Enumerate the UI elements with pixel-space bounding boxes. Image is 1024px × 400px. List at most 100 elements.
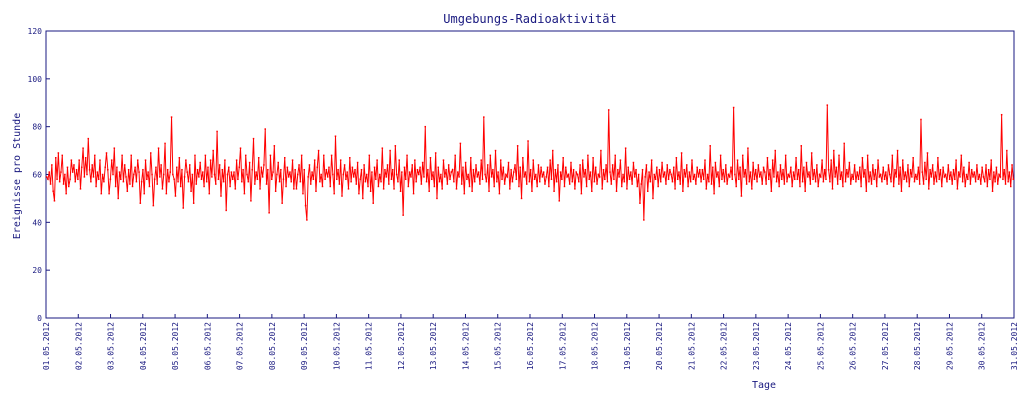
data-point	[999, 176, 1002, 178]
data-point	[152, 204, 155, 207]
data-point	[113, 147, 116, 149]
data-point	[431, 178, 433, 181]
data-point	[117, 197, 119, 200]
data-point	[925, 178, 927, 181]
data-point	[991, 190, 994, 192]
y-tick-label: 120	[28, 27, 43, 36]
data-point	[552, 149, 554, 152]
data-point	[719, 154, 722, 157]
data-point	[336, 178, 338, 181]
data-point	[252, 137, 255, 140]
data-point	[445, 168, 447, 171]
data-point	[294, 168, 296, 171]
data-point	[994, 180, 996, 183]
data-point	[857, 178, 860, 181]
data-point	[541, 176, 544, 178]
data-point	[200, 178, 203, 181]
data-point	[354, 168, 356, 171]
data-point	[731, 178, 734, 181]
series-line	[46, 105, 1014, 220]
data-point	[870, 183, 873, 185]
data-point	[79, 188, 82, 190]
data-point	[196, 168, 199, 171]
data-point	[808, 171, 810, 173]
data-point	[554, 168, 557, 171]
data-point	[247, 180, 250, 183]
x-tick-label: 26.05.2012	[849, 322, 858, 370]
data-point	[812, 178, 814, 181]
data-point	[415, 180, 417, 183]
data-point	[157, 147, 160, 149]
data-point	[69, 178, 71, 181]
data-point	[894, 168, 896, 171]
data-point	[619, 159, 622, 161]
data-point	[165, 192, 168, 195]
data-point	[533, 178, 536, 181]
data-point	[848, 161, 851, 164]
data-point	[47, 178, 49, 181]
data-point	[257, 157, 260, 159]
data-point	[679, 183, 682, 185]
data-point	[693, 173, 696, 176]
data-point	[902, 159, 904, 161]
data-point	[717, 171, 719, 173]
data-point	[58, 180, 61, 183]
data-point	[783, 183, 786, 185]
x-tick-label: 27.05.2012	[881, 322, 890, 370]
data-point	[842, 185, 844, 188]
data-point	[807, 176, 809, 178]
data-point	[948, 178, 951, 181]
data-point	[440, 173, 442, 176]
data-point	[624, 147, 627, 149]
data-point	[656, 166, 658, 169]
data-point	[250, 200, 252, 202]
data-point	[269, 154, 272, 157]
data-point	[485, 180, 488, 183]
data-point	[708, 180, 710, 183]
data-point	[298, 164, 300, 166]
data-point	[385, 176, 387, 178]
data-point	[362, 197, 364, 200]
data-point	[961, 180, 964, 183]
data-point	[160, 164, 162, 166]
data-point	[555, 180, 558, 183]
data-point	[359, 178, 361, 181]
data-point	[153, 178, 156, 181]
data-point	[502, 166, 505, 169]
data-point	[313, 159, 316, 161]
data-point	[297, 173, 299, 176]
data-point	[493, 185, 495, 188]
data-point	[429, 157, 432, 159]
data-point	[248, 161, 251, 164]
data-point	[511, 180, 514, 183]
data-point	[649, 180, 652, 183]
data-point	[978, 173, 981, 176]
data-point	[691, 159, 693, 161]
data-point	[114, 185, 117, 188]
data-point	[412, 192, 415, 195]
data-point	[101, 173, 104, 176]
data-point	[66, 166, 69, 169]
data-point	[293, 188, 295, 190]
data-point	[285, 185, 287, 188]
data-point	[375, 178, 377, 181]
data-point	[769, 168, 771, 171]
y-tick-label: 80	[32, 123, 42, 132]
data-point	[589, 171, 592, 173]
data-point	[752, 161, 754, 164]
x-tick-label: 04.05.2012	[139, 322, 148, 370]
data-point	[532, 159, 534, 161]
data-point	[628, 178, 631, 181]
data-point	[632, 161, 635, 164]
data-point	[583, 176, 585, 178]
data-point	[381, 147, 384, 149]
data-point	[414, 159, 416, 161]
data-point	[221, 168, 224, 171]
data-point	[611, 164, 614, 166]
data-point	[220, 195, 222, 197]
data-point	[709, 145, 711, 147]
data-point	[809, 183, 812, 185]
data-point	[565, 166, 567, 169]
data-point	[225, 209, 227, 212]
data-point	[178, 157, 181, 159]
